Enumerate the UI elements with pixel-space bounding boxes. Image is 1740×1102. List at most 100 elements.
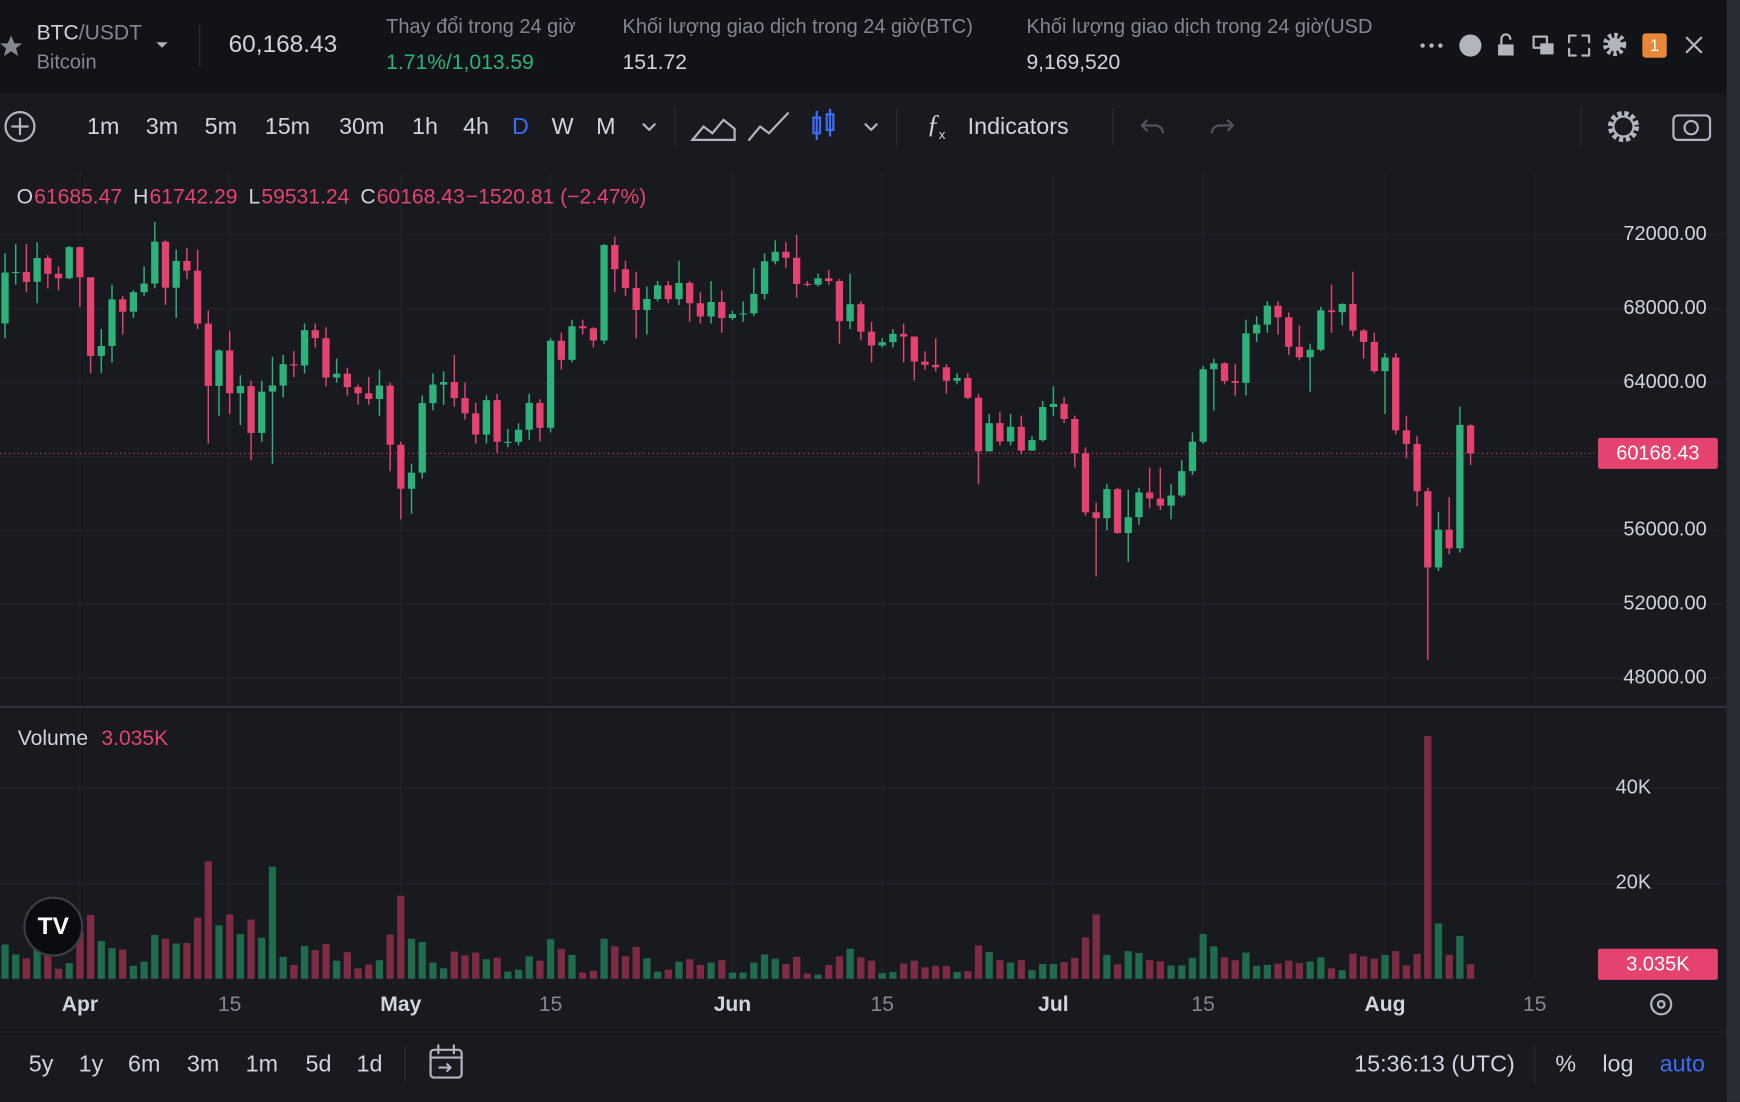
interval-button[interactable]: 30m xyxy=(339,113,384,139)
range-button[interactable]: 6m xyxy=(128,1050,160,1076)
interval-button[interactable]: 3m xyxy=(146,113,178,139)
candle-body xyxy=(365,393,373,399)
volume-bar xyxy=(461,955,469,979)
interval-button[interactable]: 5m xyxy=(205,113,237,139)
candle-body xyxy=(1103,489,1111,519)
screenshot-button[interactable] xyxy=(1672,114,1712,141)
volume-tick-label: 40K xyxy=(1616,776,1652,798)
volume-bar xyxy=(771,958,779,979)
candle-body xyxy=(953,377,961,381)
range-button[interactable]: 1d xyxy=(357,1050,383,1076)
date-range-icon[interactable] xyxy=(429,1048,463,1079)
volume-bar xyxy=(429,962,437,979)
interval-button[interactable]: W xyxy=(552,113,574,139)
symbol[interactable]: BTC/USDT xyxy=(37,21,143,44)
chart-settings[interactable] xyxy=(1607,111,1640,143)
candle-body xyxy=(1392,357,1400,431)
candle-body xyxy=(514,429,523,442)
interval-button[interactable]: D xyxy=(512,113,529,139)
tradingview-logo[interactable] xyxy=(23,896,84,957)
area-style-icon[interactable] xyxy=(690,118,736,141)
candle-body xyxy=(129,292,138,312)
volume-bar xyxy=(1081,937,1090,979)
indicators-button[interactable]: Indicators xyxy=(968,113,1069,139)
candle-body xyxy=(1381,357,1389,372)
candle-body xyxy=(1306,349,1314,358)
add-symbol[interactable] xyxy=(4,111,36,143)
candle-body xyxy=(1413,443,1421,492)
redo-icon[interactable] xyxy=(1210,119,1235,134)
scale-option[interactable]: log xyxy=(1602,1050,1633,1076)
volume-bar xyxy=(1028,970,1036,979)
style-dropdown[interactable] xyxy=(864,123,878,131)
volume-bar xyxy=(1295,963,1304,979)
candle-body xyxy=(1178,471,1186,496)
volume-bar xyxy=(1220,957,1229,979)
interval-button[interactable]: 4h xyxy=(463,113,489,139)
volume-bar xyxy=(589,970,598,979)
x-tick-label: Apr xyxy=(62,993,98,1016)
range-button[interactable]: 5d xyxy=(306,1050,332,1076)
volume-bar xyxy=(525,956,533,979)
stat-label: Thay đổi trong 24 giờ xyxy=(386,16,576,38)
y-tick-label: 48000.00 xyxy=(1623,666,1706,688)
volume-bar xyxy=(129,965,138,979)
candle-body xyxy=(1295,346,1304,358)
close-icon[interactable] xyxy=(1685,36,1703,54)
undo-icon[interactable] xyxy=(1140,119,1165,134)
interval-button[interactable]: 1h xyxy=(412,113,438,139)
volume-bar xyxy=(846,948,854,979)
candle-body xyxy=(985,423,993,452)
symbol-dropdown[interactable] xyxy=(156,42,168,48)
candle-body xyxy=(472,413,480,435)
volume-bar xyxy=(718,960,726,979)
axis-settings[interactable] xyxy=(1650,993,1673,1016)
scale-option[interactable]: auto xyxy=(1660,1050,1705,1076)
candle-body xyxy=(835,281,844,322)
candle-body xyxy=(814,278,822,285)
candle-style-icon[interactable] xyxy=(812,108,835,140)
settings-icon[interactable] xyxy=(1602,32,1627,57)
fullscreen-icon[interactable] xyxy=(1567,34,1591,57)
range-button[interactable]: 5y xyxy=(29,1050,54,1076)
candle-body xyxy=(172,260,180,288)
candle-body xyxy=(375,385,384,399)
candle-body xyxy=(1060,403,1068,419)
candle-body xyxy=(493,400,501,442)
volume-bar xyxy=(97,941,105,979)
volume-bar xyxy=(472,952,480,979)
notification-badge[interactable] xyxy=(1642,33,1667,58)
volume-bar xyxy=(803,973,811,979)
candle-body xyxy=(504,441,512,443)
volume-tick-label: 20K xyxy=(1616,872,1652,894)
favorite-star[interactable] xyxy=(0,35,23,57)
info-icon[interactable] xyxy=(1459,34,1482,57)
symbol-quote: /USDT xyxy=(79,21,142,44)
candle-body xyxy=(140,283,148,293)
lock-shackle xyxy=(1500,33,1512,46)
candle-body xyxy=(1188,441,1197,472)
interval-button[interactable]: M xyxy=(596,113,615,139)
range-button[interactable]: 1y xyxy=(79,1050,104,1076)
scale-option[interactable]: % xyxy=(1555,1050,1576,1076)
line-style-icon[interactable] xyxy=(747,112,789,141)
more-icon[interactable] xyxy=(1420,43,1443,48)
volume-bar xyxy=(1188,957,1197,979)
range-button[interactable]: 3m xyxy=(187,1050,219,1076)
interval-button[interactable]: 1m xyxy=(87,113,119,139)
candle-body xyxy=(536,402,544,428)
interval-dropdown[interactable] xyxy=(642,123,656,131)
volume-bar xyxy=(215,925,223,979)
legend-value: 60168.43 xyxy=(377,185,465,208)
fx-icon[interactable]: ƒ xyxy=(927,109,940,139)
interval-button[interactable]: 15m xyxy=(265,113,310,139)
last-price-label: 60168.43 xyxy=(1616,443,1699,465)
lock-icon[interactable] xyxy=(1498,44,1514,56)
volume-bar xyxy=(782,964,790,979)
volume-bar xyxy=(1456,935,1464,979)
candle-body xyxy=(1146,492,1154,499)
range-button[interactable]: 1m xyxy=(246,1050,278,1076)
volume-bar xyxy=(621,956,630,979)
x-tick-label: 15 xyxy=(218,993,241,1016)
